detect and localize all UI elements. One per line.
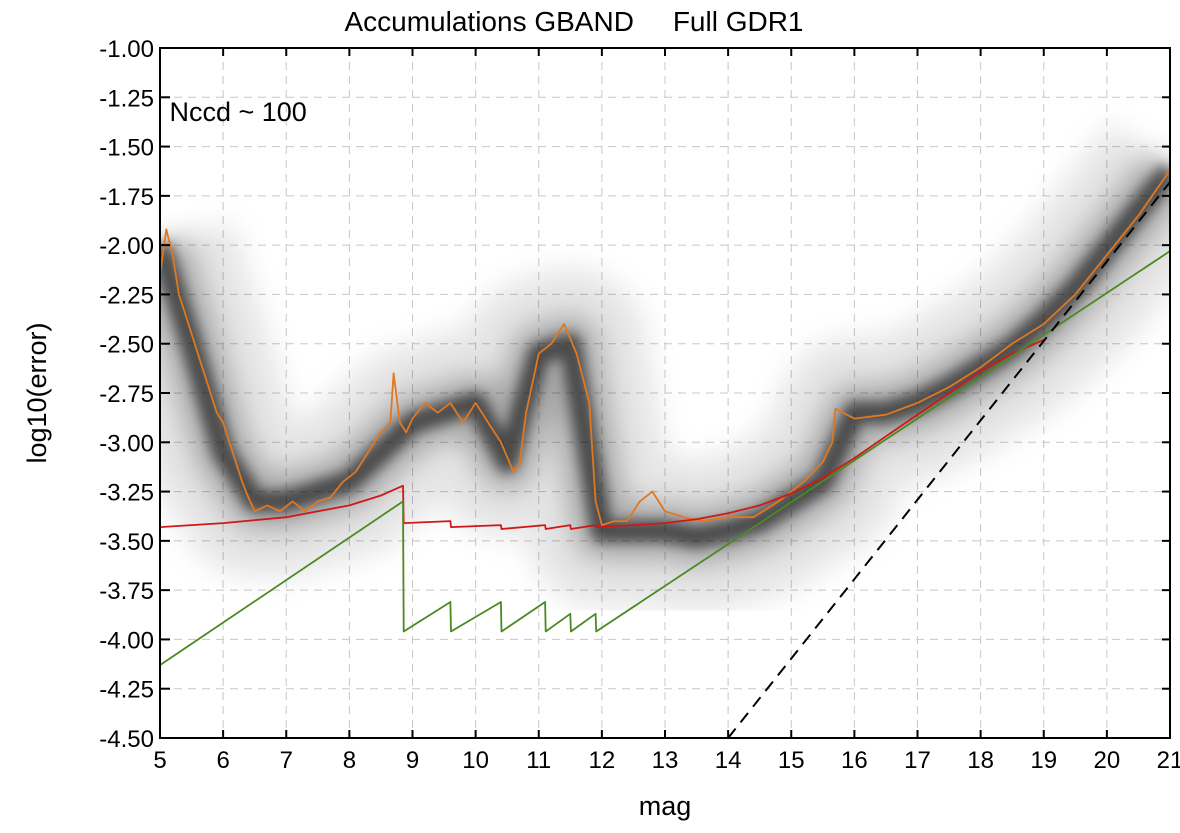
x-axis-label: mag (639, 791, 692, 821)
y-tick-label: -3.75 (99, 578, 154, 605)
y-tick-label: -3.50 (99, 529, 154, 556)
y-tick-label: -3.00 (99, 430, 154, 457)
y-tick-label: -2.00 (99, 233, 154, 260)
x-tick-label: 14 (715, 747, 742, 774)
y-tick-label: -1.50 (99, 135, 154, 162)
x-tick-label: 7 (280, 747, 293, 774)
density-core (160, 163, 1170, 548)
y-tick-label: -2.50 (99, 332, 154, 359)
x-tick-label: 16 (841, 747, 868, 774)
annotation-nccd: Nccd ~ 100 (169, 97, 306, 127)
y-tick-label: -4.00 (99, 627, 154, 654)
y-tick-label: -2.75 (99, 381, 154, 408)
series-line-3 (727, 181, 1170, 738)
x-tick-labels: 5 6 7 8 9 10 11 12 13 14 15 16 17 18 19 20 21 (153, 747, 1180, 774)
x-tick-label: 10 (462, 747, 489, 774)
x-tick-label: 11 (526, 747, 551, 774)
x-tick-label: 17 (904, 747, 931, 774)
x-tick-label: 21 (1157, 747, 1180, 774)
y-tick-label: -2.25 (99, 282, 154, 309)
y-tick-label: -4.25 (99, 677, 154, 704)
y-tick-label: -4.50 (99, 726, 154, 753)
y-tick-label: -1.00 (99, 36, 154, 63)
density-cloud (160, 123, 1170, 612)
y-tick-label: -1.25 (99, 85, 154, 112)
series-line-0 (160, 169, 1170, 526)
axis-ticks (159, 47, 1171, 739)
x-tick-label: 5 (153, 747, 166, 774)
series-line-1 (160, 338, 1045, 530)
x-tick-label: 13 (652, 747, 679, 774)
series-layer (160, 169, 1170, 738)
y-axis-label: log10(error) (22, 322, 52, 463)
x-tick-label: 15 (778, 747, 805, 774)
x-tick-label: 12 (589, 747, 616, 774)
x-tick-label: 9 (406, 747, 419, 774)
y-tick-label: -3.25 (99, 480, 154, 507)
x-tick-label: 19 (1030, 747, 1057, 774)
chart-title: Accumulations GBAND Full GDR1 (344, 6, 803, 37)
series-line-2 (160, 250, 1170, 666)
x-tick-label: 8 (343, 747, 356, 774)
y-tick-label: -1.75 (99, 184, 154, 211)
x-tick-label: 18 (967, 747, 994, 774)
y-tick-labels: -1.00 -1.25 -1.50 -1.75 -2.00 -2.25 -2.50 -2.75… (99, 36, 154, 753)
x-tick-label: 6 (216, 747, 229, 774)
grid (160, 48, 1170, 738)
x-tick-label: 20 (1094, 747, 1121, 774)
